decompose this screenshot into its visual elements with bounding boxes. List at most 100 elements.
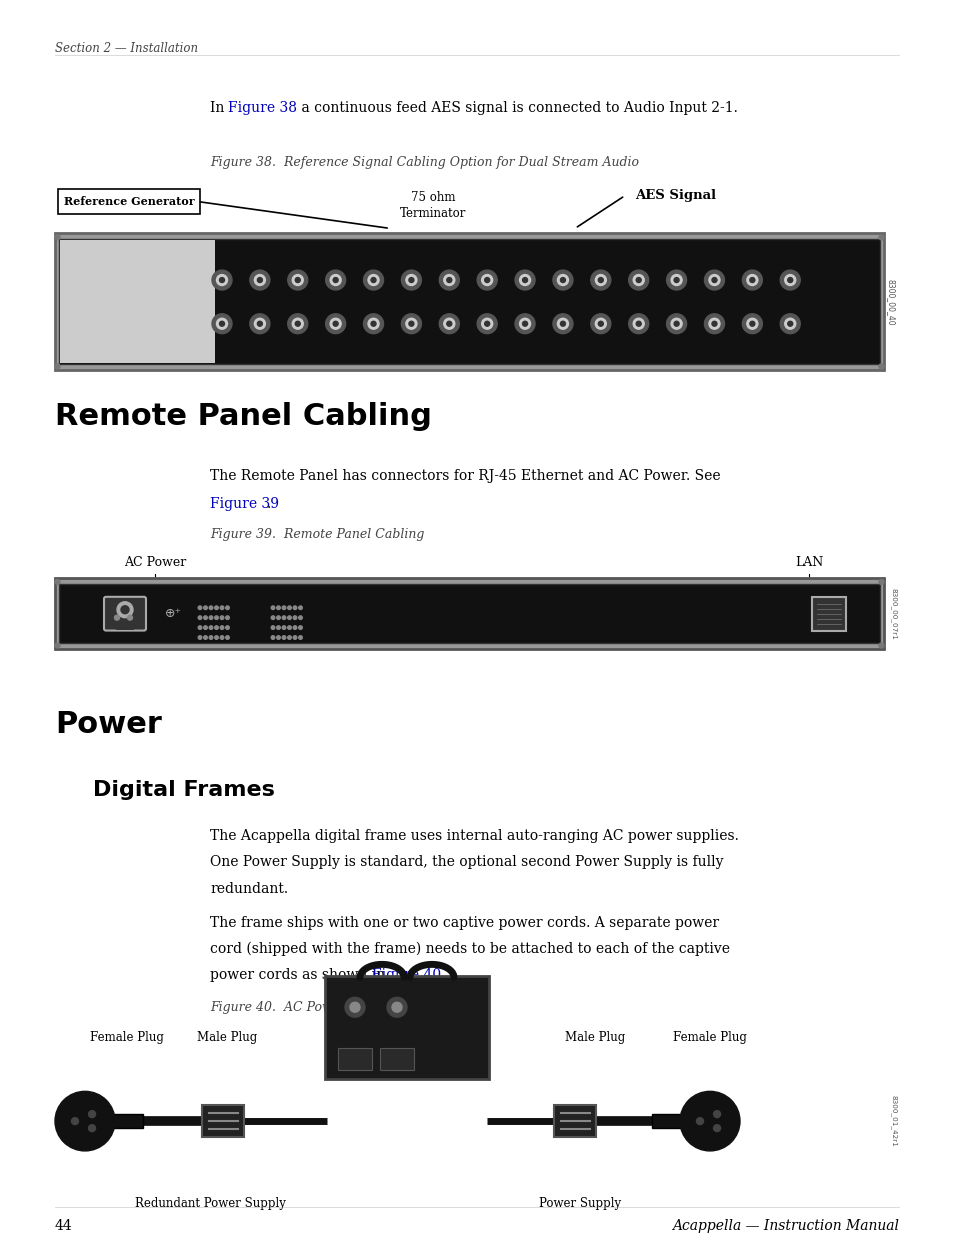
- Circle shape: [198, 626, 202, 630]
- Circle shape: [282, 606, 286, 610]
- FancyBboxPatch shape: [59, 240, 879, 364]
- Circle shape: [209, 636, 213, 640]
- FancyBboxPatch shape: [554, 1105, 596, 1137]
- Text: Male Plug: Male Plug: [564, 1031, 624, 1044]
- Circle shape: [293, 636, 296, 640]
- Circle shape: [405, 319, 416, 330]
- Circle shape: [401, 314, 421, 333]
- Text: cord (shipped with the frame) needs to be attached to each of the captive: cord (shipped with the frame) needs to b…: [210, 942, 729, 956]
- FancyBboxPatch shape: [651, 1114, 681, 1128]
- Circle shape: [220, 626, 224, 630]
- Circle shape: [330, 319, 341, 330]
- Circle shape: [276, 606, 280, 610]
- Circle shape: [392, 1003, 401, 1013]
- Text: redundant.: redundant.: [210, 882, 288, 895]
- Circle shape: [409, 278, 414, 283]
- Text: Acappella — Instruction Manual: Acappella — Instruction Manual: [671, 1219, 898, 1234]
- Circle shape: [271, 606, 274, 610]
- Circle shape: [443, 274, 455, 285]
- Circle shape: [55, 364, 60, 369]
- Circle shape: [484, 278, 489, 283]
- Circle shape: [741, 270, 761, 290]
- Circle shape: [481, 319, 492, 330]
- Circle shape: [293, 606, 296, 610]
- Text: 44: 44: [55, 1219, 72, 1234]
- Text: Redundant Power Supply: Redundant Power Supply: [134, 1197, 285, 1209]
- Circle shape: [784, 274, 795, 285]
- FancyBboxPatch shape: [337, 1047, 372, 1070]
- Circle shape: [117, 601, 132, 618]
- Circle shape: [89, 1110, 95, 1118]
- Circle shape: [670, 274, 681, 285]
- Text: LAN: LAN: [794, 556, 822, 569]
- Text: 8300_00_40: 8300_00_40: [885, 279, 895, 325]
- Circle shape: [633, 274, 643, 285]
- Circle shape: [288, 626, 291, 630]
- Circle shape: [330, 274, 341, 285]
- Circle shape: [71, 1118, 78, 1125]
- Circle shape: [749, 278, 754, 283]
- Text: The Remote Panel has connectors for RJ-45 Ethernet and AC Power. See: The Remote Panel has connectors for RJ-4…: [210, 469, 720, 483]
- Circle shape: [220, 616, 224, 620]
- Circle shape: [55, 579, 60, 584]
- FancyBboxPatch shape: [379, 1047, 414, 1070]
- Circle shape: [204, 606, 207, 610]
- FancyBboxPatch shape: [55, 233, 883, 370]
- Circle shape: [679, 1092, 740, 1151]
- Circle shape: [522, 321, 527, 326]
- Circle shape: [204, 626, 207, 630]
- Circle shape: [220, 606, 224, 610]
- Circle shape: [670, 319, 681, 330]
- Circle shape: [212, 314, 232, 333]
- Text: Digital Frames: Digital Frames: [92, 779, 274, 799]
- Circle shape: [204, 636, 207, 640]
- Circle shape: [787, 321, 792, 326]
- Circle shape: [55, 643, 60, 648]
- Text: Section 2 — Installation: Section 2 — Installation: [55, 42, 198, 54]
- Circle shape: [878, 235, 883, 240]
- Circle shape: [401, 270, 421, 290]
- Circle shape: [636, 321, 640, 326]
- FancyBboxPatch shape: [112, 1114, 143, 1128]
- Circle shape: [226, 636, 229, 640]
- Circle shape: [345, 998, 365, 1018]
- Circle shape: [198, 636, 202, 640]
- FancyBboxPatch shape: [811, 597, 845, 631]
- Text: power cords as shown in: power cords as shown in: [210, 968, 389, 982]
- Circle shape: [282, 626, 286, 630]
- Text: .: .: [267, 496, 271, 510]
- Circle shape: [220, 636, 224, 640]
- Circle shape: [214, 626, 218, 630]
- Text: Figure 40: Figure 40: [372, 968, 440, 982]
- Text: Remote Panel Cabling: Remote Panel Cabling: [55, 403, 432, 431]
- FancyBboxPatch shape: [55, 578, 883, 650]
- Circle shape: [298, 626, 302, 630]
- Circle shape: [55, 1092, 115, 1151]
- Circle shape: [288, 606, 291, 610]
- Circle shape: [198, 606, 202, 610]
- Circle shape: [292, 319, 303, 330]
- Circle shape: [214, 616, 218, 620]
- Circle shape: [557, 274, 568, 285]
- Text: Figure 39: Figure 39: [210, 496, 278, 510]
- Text: 8300_00_07r1: 8300_00_07r1: [890, 588, 897, 640]
- FancyBboxPatch shape: [104, 597, 146, 631]
- Circle shape: [446, 278, 452, 283]
- Circle shape: [288, 616, 291, 620]
- Text: The Acappella digital frame uses internal auto-ranging AC power supplies.: The Acappella digital frame uses interna…: [210, 829, 739, 844]
- Text: Figure 40.  AC Power Supplies: Figure 40. AC Power Supplies: [210, 1002, 404, 1014]
- Circle shape: [325, 314, 345, 333]
- Circle shape: [209, 616, 213, 620]
- Circle shape: [89, 1125, 95, 1131]
- Circle shape: [409, 321, 414, 326]
- Text: 75 ohm
Terminator: 75 ohm Terminator: [399, 190, 466, 220]
- Circle shape: [254, 274, 265, 285]
- Circle shape: [703, 270, 723, 290]
- Circle shape: [282, 636, 286, 640]
- Circle shape: [114, 615, 119, 620]
- Circle shape: [438, 314, 458, 333]
- Circle shape: [257, 278, 262, 283]
- Circle shape: [595, 319, 606, 330]
- Circle shape: [708, 319, 720, 330]
- Circle shape: [708, 274, 720, 285]
